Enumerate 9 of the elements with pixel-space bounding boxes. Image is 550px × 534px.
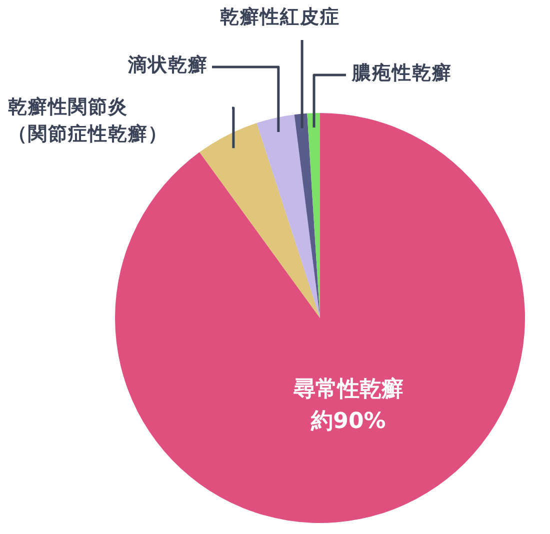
slice-label: 尋常性乾癬 (292, 376, 404, 404)
pie-slice (294, 113, 320, 318)
slice-label: 乾癬性関節炎（関節症性乾癬） (8, 95, 168, 147)
pie-slice (256, 114, 320, 318)
data-label: 約90% (310, 408, 387, 436)
slice-label: 膿疱性乾癬 (352, 61, 452, 86)
pie-slice (200, 123, 320, 318)
slice-label: 滴状乾癬 (128, 53, 208, 78)
slice-label: 乾癬性紅皮症 (220, 5, 340, 30)
